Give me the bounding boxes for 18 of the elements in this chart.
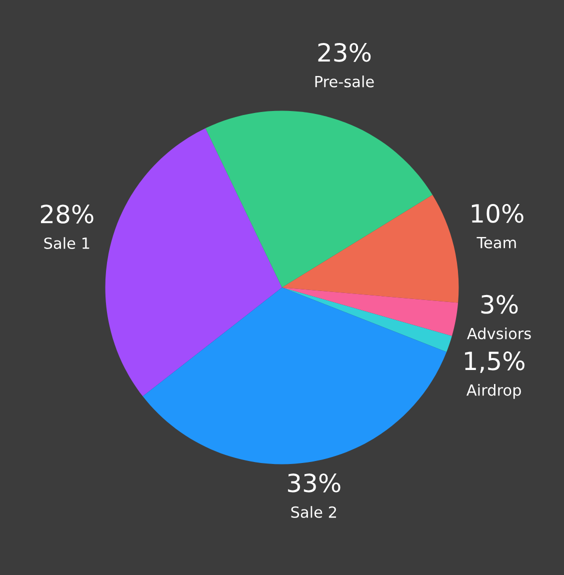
data-label: 33% (288, 473, 340, 492)
data-label: 1,5% (465, 351, 524, 373)
pie-slice (205, 110, 433, 288)
data-label: 28% (40, 204, 94, 224)
pie-slice (282, 288, 458, 336)
data-label: 10% (472, 204, 524, 223)
slice-label: Sale 2 (291, 506, 336, 518)
pie-slice (282, 288, 452, 352)
slice-label: Team (476, 237, 516, 248)
data-label: 23% (318, 42, 371, 62)
slice-label: Pre-sale (315, 76, 374, 88)
data-label: 3% (481, 294, 518, 314)
pie-slice (142, 288, 447, 464)
pie-slice (282, 194, 459, 303)
slice-label: Advsiors (467, 327, 531, 340)
pie-slice (105, 128, 282, 396)
slice-label: Airdrop (466, 384, 521, 399)
slice-label: Sale 1 (44, 237, 90, 250)
